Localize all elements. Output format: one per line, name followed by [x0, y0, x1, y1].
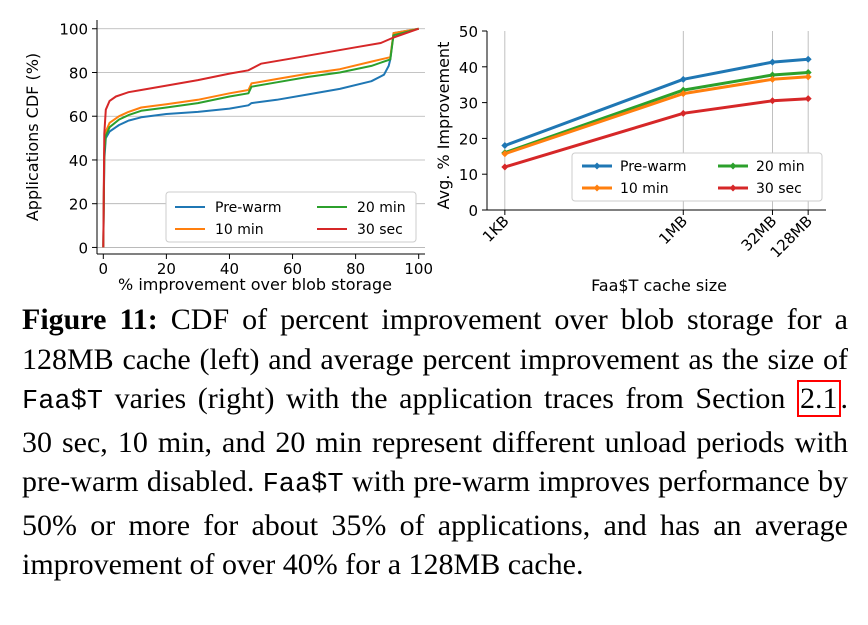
legend-box: [165, 191, 417, 243]
series-marker-10-min: [501, 150, 509, 158]
series-line-20-min: [102, 27, 419, 248]
y-tick-label: 10: [459, 166, 478, 184]
caption-system-name-2: Faa$T: [262, 470, 344, 500]
x-tick-label: 1MB: [655, 212, 691, 248]
x-tick-label: 0: [99, 260, 109, 278]
y-tick-label: 50: [459, 23, 478, 41]
legend-label: 20 min: [357, 200, 406, 216]
series-marker-30-sec: [768, 97, 776, 105]
legend-label: 30 sec: [357, 222, 403, 238]
y-axis-label: Applications CDF (%): [23, 53, 42, 221]
legend-box: [571, 152, 823, 202]
series-marker-30-sec: [804, 95, 812, 103]
y-tick-label: 30: [459, 95, 478, 113]
y-tick-label: 20: [459, 130, 478, 148]
caption-text-3: . 30 sec, 10 min, and 20 min represent d…: [22, 382, 848, 498]
section-reference-link[interactable]: 2.1: [797, 380, 841, 417]
y-tick-label: 40: [69, 152, 88, 170]
series-marker-pre-warm: [501, 142, 509, 150]
caption-text-2: varies (right) with the application trac…: [103, 382, 797, 415]
legend-label: 10 min: [215, 222, 264, 238]
series-marker-30-sec: [501, 163, 509, 171]
legend-label: Pre-warm: [215, 200, 282, 216]
legend-label: 20 min: [756, 159, 805, 175]
caption-system-name: Faa$T: [22, 387, 104, 417]
x-tick-label: 20: [157, 260, 176, 278]
series-line-pre-warm: [102, 27, 419, 248]
x-tick-label: 40: [220, 260, 239, 278]
legend-label: 30 sec: [756, 181, 802, 197]
caption-label: Figure 11:: [22, 303, 158, 336]
series-line-30-sec: [102, 27, 420, 248]
series-marker-10-min: [804, 73, 812, 81]
y-tick-label: 0: [468, 202, 478, 220]
series-line-10-min: [102, 27, 419, 248]
legend-marker-pre-warm: [593, 162, 601, 170]
y-tick-label: 40: [459, 59, 478, 77]
legend-label: Pre-warm: [620, 159, 687, 175]
series-marker-20-min: [804, 69, 812, 77]
x-axis-label: % improvement over blob storage: [118, 275, 392, 294]
series-marker-pre-warm: [768, 58, 776, 66]
caption-text-4: with pre-warm improves performance by 50…: [22, 465, 848, 581]
y-tick-label: 20: [69, 196, 88, 214]
series-line-pre-warm: [504, 57, 809, 148]
x-tick-label: 80: [346, 260, 365, 278]
series-marker-10-min: [679, 90, 687, 98]
y-tick-label: 0: [78, 239, 88, 257]
x-tick-label: 100: [404, 260, 433, 278]
caption-text-1: CDF of percent improvement over blob sto…: [22, 303, 848, 376]
series-marker-30-sec: [679, 109, 687, 117]
cdf-chart: 0 20 40 60 80 100 0 20 40 60 80 100 % improvement ov…: [23, 20, 433, 294]
series-marker-10-min: [768, 75, 776, 83]
y-tick-label: 60: [69, 108, 88, 126]
legend-marker-20-min: [729, 162, 737, 170]
legend-marker-10-min: [593, 184, 601, 192]
x-axis-label: Faa$T cache size: [591, 276, 727, 295]
series-line-20-min: [504, 71, 809, 155]
x-tick-label: 60: [283, 260, 302, 278]
y-tick-label: 100: [59, 21, 88, 39]
series-line-10-min: [504, 75, 809, 156]
legend-marker-30-sec: [729, 184, 737, 192]
series-line-30-sec: [504, 97, 809, 169]
figure-caption: Figure 11: CDF of percent improvement ov…: [22, 300, 848, 585]
y-axis-label: Avg. % Improvement: [434, 42, 453, 210]
y-tick-label: 80: [69, 64, 88, 82]
x-tick-label: 1KB: [479, 212, 513, 246]
series-marker-pre-warm: [804, 55, 812, 63]
series-marker-pre-warm: [679, 75, 687, 83]
legend-label: 10 min: [620, 181, 669, 197]
series-marker-20-min: [768, 71, 776, 79]
